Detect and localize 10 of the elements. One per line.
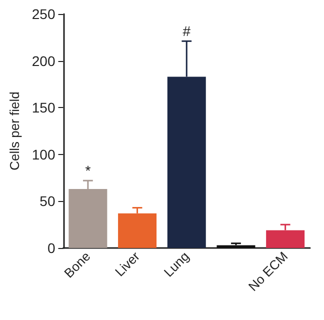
y-tick-label: 250 [32, 6, 56, 22]
y-tick-label: 150 [32, 100, 56, 116]
annotation: # [182, 23, 191, 40]
y-tick-label: 50 [40, 193, 56, 210]
annotation: * [85, 162, 92, 179]
bar [216, 245, 256, 248]
y-tick-label: 200 [32, 52, 56, 69]
y-tick-label: 0 [47, 240, 56, 256]
y-axis-title: Cells per field [7, 92, 22, 170]
y-tick-label: 100 [32, 146, 56, 162]
